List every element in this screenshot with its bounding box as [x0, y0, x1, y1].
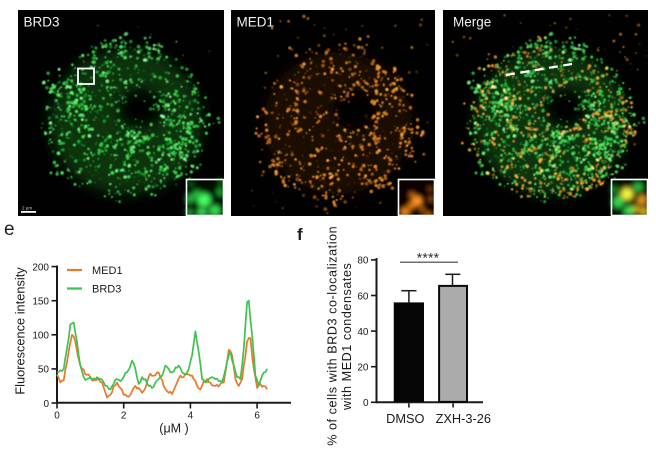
- svg-text:DMSO: DMSO: [386, 411, 424, 426]
- svg-text:MED1: MED1: [237, 15, 275, 30]
- svg-text:BRD3: BRD3: [24, 15, 60, 30]
- svg-text:200: 200: [32, 262, 49, 273]
- svg-text:% of cells with BRD3 co-locali: % of cells with BRD3 co-localization: [326, 226, 340, 446]
- svg-text:Fluorescence intensity: Fluorescence intensity: [13, 267, 28, 395]
- svg-text:2 µm: 2 µm: [22, 206, 32, 211]
- svg-text:BRD3: BRD3: [92, 284, 121, 296]
- svg-text:MED1: MED1: [92, 265, 123, 277]
- svg-text:****: ****: [417, 250, 440, 266]
- svg-text:with MED1 condensates: with MED1 condensates: [340, 263, 354, 411]
- svg-text:60: 60: [357, 291, 369, 302]
- svg-text:150: 150: [32, 297, 49, 308]
- svg-text:20: 20: [357, 363, 369, 374]
- svg-text:100: 100: [32, 331, 49, 342]
- svg-text:ZXH-3-26: ZXH-3-26: [436, 411, 491, 426]
- svg-text:0: 0: [54, 411, 60, 422]
- svg-text:0: 0: [43, 399, 49, 410]
- svg-text:2: 2: [121, 411, 127, 422]
- svg-text:40: 40: [357, 327, 369, 338]
- svg-text:80: 80: [357, 256, 369, 267]
- svg-text:(μM ): (μM ): [159, 421, 188, 435]
- svg-text:50: 50: [38, 365, 50, 376]
- svg-text:4: 4: [188, 411, 194, 422]
- svg-text:0: 0: [363, 398, 369, 409]
- svg-text:6: 6: [254, 411, 260, 422]
- svg-text:Merge: Merge: [453, 15, 491, 30]
